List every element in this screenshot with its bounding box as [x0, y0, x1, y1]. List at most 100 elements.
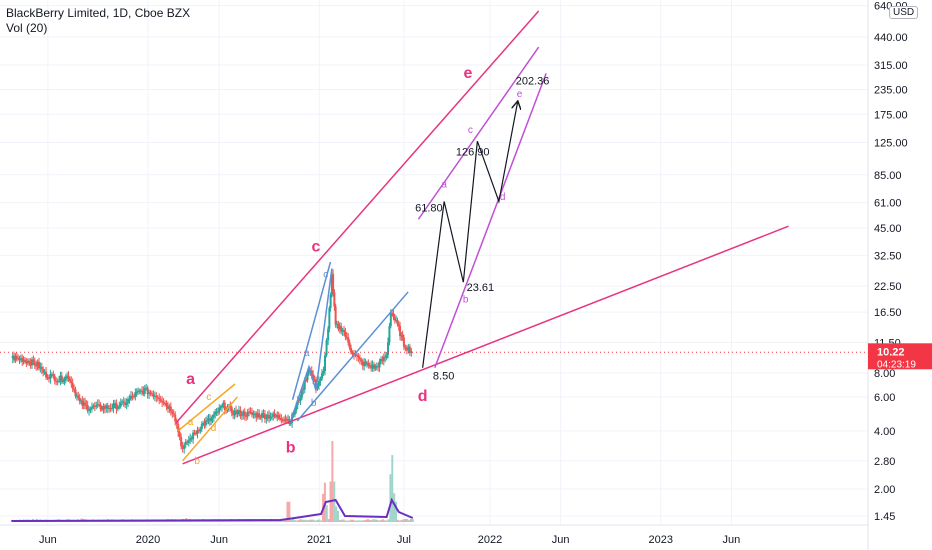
- candle-body: [178, 432, 181, 438]
- candle-body: [320, 373, 323, 379]
- candle-body: [408, 346, 411, 353]
- volume-bar: [408, 520, 411, 522]
- candle-body: [186, 441, 189, 443]
- candle-body: [95, 405, 98, 407]
- y-tick-label: 175.00: [874, 109, 908, 121]
- candle-body: [410, 351, 413, 353]
- candle-body: [404, 346, 407, 349]
- wave-path: [422, 102, 518, 368]
- wave-label-minor: e: [517, 89, 523, 100]
- volume-bar: [391, 455, 394, 522]
- y-tick-label: 2.00: [874, 484, 895, 496]
- candle-body: [113, 403, 116, 405]
- volume-bar: [312, 519, 315, 522]
- candle-body: [100, 409, 103, 411]
- candle-body: [272, 413, 275, 417]
- currency-button[interactable]: USD: [889, 6, 919, 19]
- trend-line: [417, 46, 540, 220]
- candle-body: [328, 308, 331, 329]
- candle-body: [39, 366, 42, 369]
- candle-body: [401, 334, 404, 338]
- candle-body: [350, 347, 353, 353]
- volume-bar: [338, 520, 341, 522]
- candle-body: [73, 388, 76, 390]
- candle-body: [190, 437, 193, 440]
- price-candles: [11, 269, 413, 454]
- candle-body: [67, 375, 70, 379]
- volume-bar: [366, 519, 369, 522]
- candle-body: [56, 380, 59, 382]
- volume-bar: [378, 520, 381, 522]
- candle-body: [116, 406, 119, 410]
- volume-bar: [293, 520, 296, 522]
- candle-body: [324, 355, 327, 372]
- volume-bar: [361, 520, 364, 522]
- candle-body: [68, 378, 71, 382]
- candle-body: [212, 414, 215, 418]
- volume-bar: [411, 519, 414, 522]
- volume-bar: [235, 520, 238, 522]
- volume-bar: [316, 519, 319, 522]
- candle-body: [230, 407, 233, 413]
- candle-body: [273, 413, 276, 417]
- volume-bar: [383, 520, 386, 522]
- candle-body: [121, 401, 124, 403]
- candle-body: [174, 414, 177, 422]
- candle-body: [360, 359, 363, 362]
- y-tick-label: 1.45: [874, 511, 895, 523]
- candle-body: [239, 410, 242, 416]
- candle-body: [379, 358, 382, 362]
- candle-body: [90, 407, 93, 409]
- candle-body: [285, 419, 288, 421]
- volume-bar: [374, 519, 377, 522]
- candle-body: [13, 355, 16, 361]
- volume-bar: [400, 519, 403, 522]
- candle-body: [181, 446, 184, 449]
- candle-body: [341, 330, 344, 332]
- volume-ma-line: [11, 497, 414, 522]
- candle-body: [344, 331, 347, 338]
- candle-body: [168, 406, 171, 409]
- volume-bar: [387, 519, 390, 522]
- candle-body: [53, 376, 56, 382]
- candle-body: [343, 330, 346, 332]
- wave-label-minor: c: [468, 125, 473, 136]
- candle-body: [78, 398, 81, 402]
- volume-bar: [307, 520, 310, 522]
- chart-title: BlackBerry Limited, 1D, Cboe BZX: [6, 6, 191, 20]
- candle-body: [158, 398, 161, 400]
- candle-body: [256, 413, 259, 418]
- trend-line: [175, 10, 540, 424]
- volume-bar: [337, 510, 340, 522]
- volume-indicator-label[interactable]: Vol (20): [6, 21, 48, 35]
- price-annotation: 8.50: [433, 370, 454, 382]
- y-tick-label: 235.00: [874, 85, 908, 97]
- candle-body: [96, 404, 99, 406]
- candle-body: [105, 405, 108, 409]
- candle-body: [402, 337, 405, 347]
- candle-body: [391, 312, 394, 314]
- volume-bar: [340, 519, 343, 522]
- volume-bar: [333, 481, 336, 522]
- candle-body: [388, 326, 391, 343]
- candle-body: [112, 403, 115, 408]
- candle-body: [319, 378, 322, 381]
- candle-body: [265, 417, 268, 419]
- candle-body: [312, 374, 315, 380]
- candle-body: [23, 359, 26, 361]
- candle-body: [33, 362, 36, 366]
- candle-body: [393, 317, 396, 321]
- candle-body: [210, 418, 213, 421]
- x-tick-label: Jun: [39, 534, 57, 546]
- candle-body: [183, 444, 186, 449]
- candle-body: [277, 415, 280, 418]
- candle-body: [150, 393, 153, 395]
- candle-body: [137, 390, 140, 392]
- wave-label-minor: a: [441, 180, 447, 191]
- candle-body: [261, 413, 264, 418]
- candle-body: [269, 417, 272, 419]
- y-tick-label: 32.50: [874, 250, 902, 262]
- candle-body: [375, 366, 378, 368]
- volume-bar: [252, 520, 255, 522]
